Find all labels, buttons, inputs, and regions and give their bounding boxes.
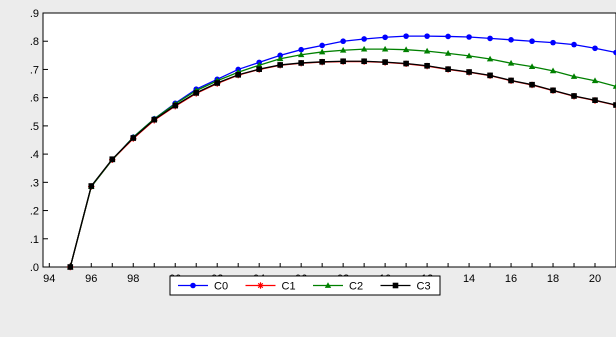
series-c3 bbox=[67, 58, 616, 270]
data-point-c2 bbox=[486, 55, 494, 62]
data-point-c2 bbox=[297, 51, 305, 58]
data-point-c0 bbox=[466, 34, 472, 40]
data-point-c0 bbox=[319, 42, 325, 49]
data-point-c2 bbox=[507, 59, 515, 66]
data-point-c2 bbox=[549, 67, 557, 74]
data-point-c3 bbox=[550, 87, 556, 94]
data-point-c2 bbox=[444, 50, 452, 56]
y-tick-label: .5 bbox=[30, 121, 39, 133]
legend-label: C1 bbox=[282, 281, 296, 293]
legend-marker bbox=[392, 282, 399, 289]
data-point-c0 bbox=[445, 33, 451, 40]
x-tick-label: 14 bbox=[463, 273, 475, 285]
data-point-c3 bbox=[466, 69, 472, 75]
data-point-c3 bbox=[424, 62, 430, 69]
data-point-c3 bbox=[487, 72, 493, 79]
data-point-c0 bbox=[613, 49, 616, 56]
y-tick-label: .9 bbox=[30, 8, 39, 20]
data-point-c2 bbox=[402, 46, 410, 53]
legend-marker bbox=[190, 282, 196, 289]
data-point-c3 bbox=[613, 102, 616, 108]
x-tick-label: 94 bbox=[43, 273, 55, 285]
data-point-c3 bbox=[172, 102, 179, 109]
data-point-c0 bbox=[571, 41, 577, 48]
data-point-c2 bbox=[255, 61, 263, 68]
legend-marker bbox=[324, 282, 332, 288]
data-point-c0 bbox=[340, 38, 346, 45]
data-point-c3 bbox=[445, 66, 451, 72]
data-point-c0 bbox=[508, 37, 514, 43]
data-point-c3 bbox=[109, 156, 116, 162]
data-point-c3 bbox=[67, 264, 74, 270]
data-point-c2 bbox=[465, 52, 473, 59]
data-point-c3 bbox=[529, 81, 535, 88]
legend-label: C3 bbox=[417, 281, 431, 293]
data-point-c3 bbox=[151, 116, 158, 123]
data-point-c3 bbox=[193, 90, 200, 96]
data-point-c3 bbox=[382, 59, 388, 65]
data-point-c2 bbox=[423, 47, 431, 54]
data-point-c3 bbox=[592, 97, 598, 104]
data-point-c0 bbox=[361, 36, 367, 42]
data-point-c0 bbox=[277, 52, 283, 59]
data-point-c3 bbox=[88, 183, 95, 189]
data-point-c0 bbox=[298, 46, 304, 53]
y-tick-label: .3 bbox=[30, 177, 39, 189]
data-point-c2 bbox=[276, 55, 284, 62]
data-point-c3 bbox=[571, 93, 577, 99]
data-point-c2 bbox=[570, 73, 578, 79]
data-point-c3 bbox=[256, 66, 262, 72]
data-point-c0 bbox=[424, 33, 430, 39]
data-point-c3 bbox=[235, 72, 241, 78]
data-point-c3 bbox=[361, 58, 367, 65]
x-tick-label: 16 bbox=[505, 273, 517, 285]
legend: C0 C1 C2 C3 bbox=[169, 275, 441, 296]
data-point-c3 bbox=[214, 80, 221, 86]
data-point-c0 bbox=[529, 38, 535, 45]
data-point-c3 bbox=[508, 77, 514, 84]
y-tick-label: .8 bbox=[30, 36, 39, 48]
data-point-c3 bbox=[340, 58, 346, 65]
series-layer bbox=[67, 33, 616, 271]
legend-label: C2 bbox=[349, 281, 363, 293]
data-point-c2 bbox=[528, 63, 536, 70]
legend-label: C0 bbox=[214, 281, 228, 293]
legend-item-c3: C3 bbox=[380, 281, 431, 293]
plot-area bbox=[42, 12, 616, 268]
legend-box bbox=[169, 275, 441, 296]
data-point-c2 bbox=[318, 48, 326, 55]
legend-item-c2: C2 bbox=[313, 281, 363, 293]
x-tick-label: 18 bbox=[547, 273, 559, 285]
data-point-c3 bbox=[298, 60, 304, 66]
x-tick-label: 98 bbox=[127, 273, 139, 285]
y-tick-label: .1 bbox=[30, 234, 39, 246]
data-point-c3 bbox=[319, 59, 325, 65]
data-point-c2 bbox=[381, 45, 389, 52]
x-tick-label: 96 bbox=[85, 273, 97, 285]
legend-item-c0: C0 bbox=[178, 281, 228, 293]
y-axis: .0 .1 .2 .3 .4 .5 .6 .7 .8 .9 bbox=[30, 8, 48, 274]
legend-item-c1: C1 bbox=[245, 281, 296, 293]
data-point-c2 bbox=[339, 46, 347, 53]
y-tick-label: .6 bbox=[30, 93, 39, 105]
y-tick-label: .4 bbox=[30, 149, 39, 161]
y-tick-label: .7 bbox=[30, 64, 39, 76]
data-point-c0 bbox=[403, 33, 409, 39]
data-point-c0 bbox=[487, 35, 493, 42]
data-point-c2 bbox=[360, 45, 368, 52]
data-point-c3 bbox=[130, 135, 137, 141]
data-point-c2 bbox=[591, 77, 599, 84]
legend-marker bbox=[257, 282, 264, 289]
data-point-c2 bbox=[612, 83, 616, 89]
x-tick-label: 20 bbox=[589, 273, 601, 285]
data-point-c3 bbox=[277, 62, 283, 68]
y-tick-label: .0 bbox=[30, 262, 39, 274]
data-point-c0 bbox=[592, 45, 598, 52]
y-tick-label: .2 bbox=[30, 206, 39, 218]
data-point-c0 bbox=[550, 39, 556, 46]
data-point-c0 bbox=[382, 34, 388, 41]
data-point-c3 bbox=[403, 60, 409, 67]
